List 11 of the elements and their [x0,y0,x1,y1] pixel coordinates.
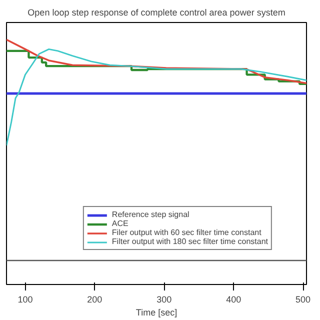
x-tick-label: 200 [87,294,102,304]
legend-label: Filer output with 60 sec filter time constant [112,228,262,237]
x-axis-title: Time [sec] [136,308,178,318]
chart-title: Open loop step response of complete control area power system [28,8,286,18]
legend-label: Filter output with 180 sec filter time constant [112,237,268,246]
x-tick-label: 400 [226,294,242,304]
legend-label: Reference step signal [112,210,190,219]
x-tick-label: 300 [156,294,172,304]
legend-label: ACE [112,219,130,228]
x-tick-label: 500 [296,294,311,304]
x-tick-label: 100 [18,294,33,304]
